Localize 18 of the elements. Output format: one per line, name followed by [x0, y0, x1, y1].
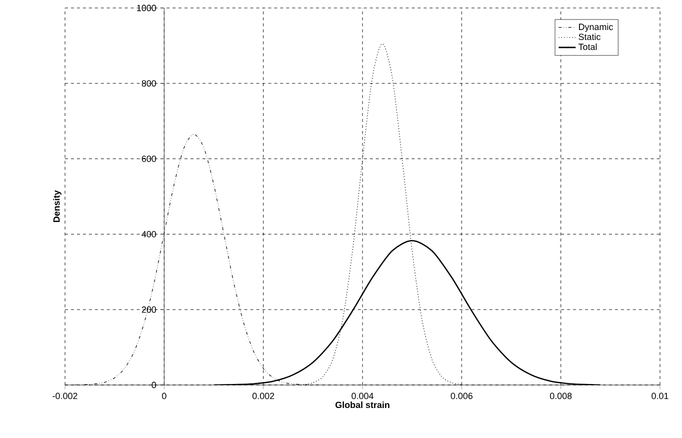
x-tick-label: 0.002 — [252, 392, 274, 400]
x-tick-label: 0.008 — [550, 392, 572, 400]
x-tick-label: 0 — [162, 392, 166, 400]
legend-label: Static — [578, 33, 600, 40]
y-axis-title: Density — [53, 190, 62, 222]
legend-label: Dynamic — [579, 23, 613, 32]
x-tick-label: -0.002 — [52, 392, 78, 400]
x-tick-label: 0.004 — [352, 392, 374, 400]
x-tick-label: 0.006 — [450, 392, 472, 400]
y-tick-label: 800 — [142, 80, 156, 87]
legend-label: Total — [578, 43, 597, 50]
y-tick-label: 200 — [142, 306, 156, 313]
y-tick-label: 600 — [142, 156, 156, 162]
y-tick-label: 0 — [152, 382, 156, 388]
y-tick-label: 1000 — [137, 4, 156, 12]
x-axis-title: Global strain — [335, 401, 390, 408]
x-tick-label: 0.01 — [652, 392, 668, 400]
y-tick-label: 400 — [142, 231, 156, 238]
